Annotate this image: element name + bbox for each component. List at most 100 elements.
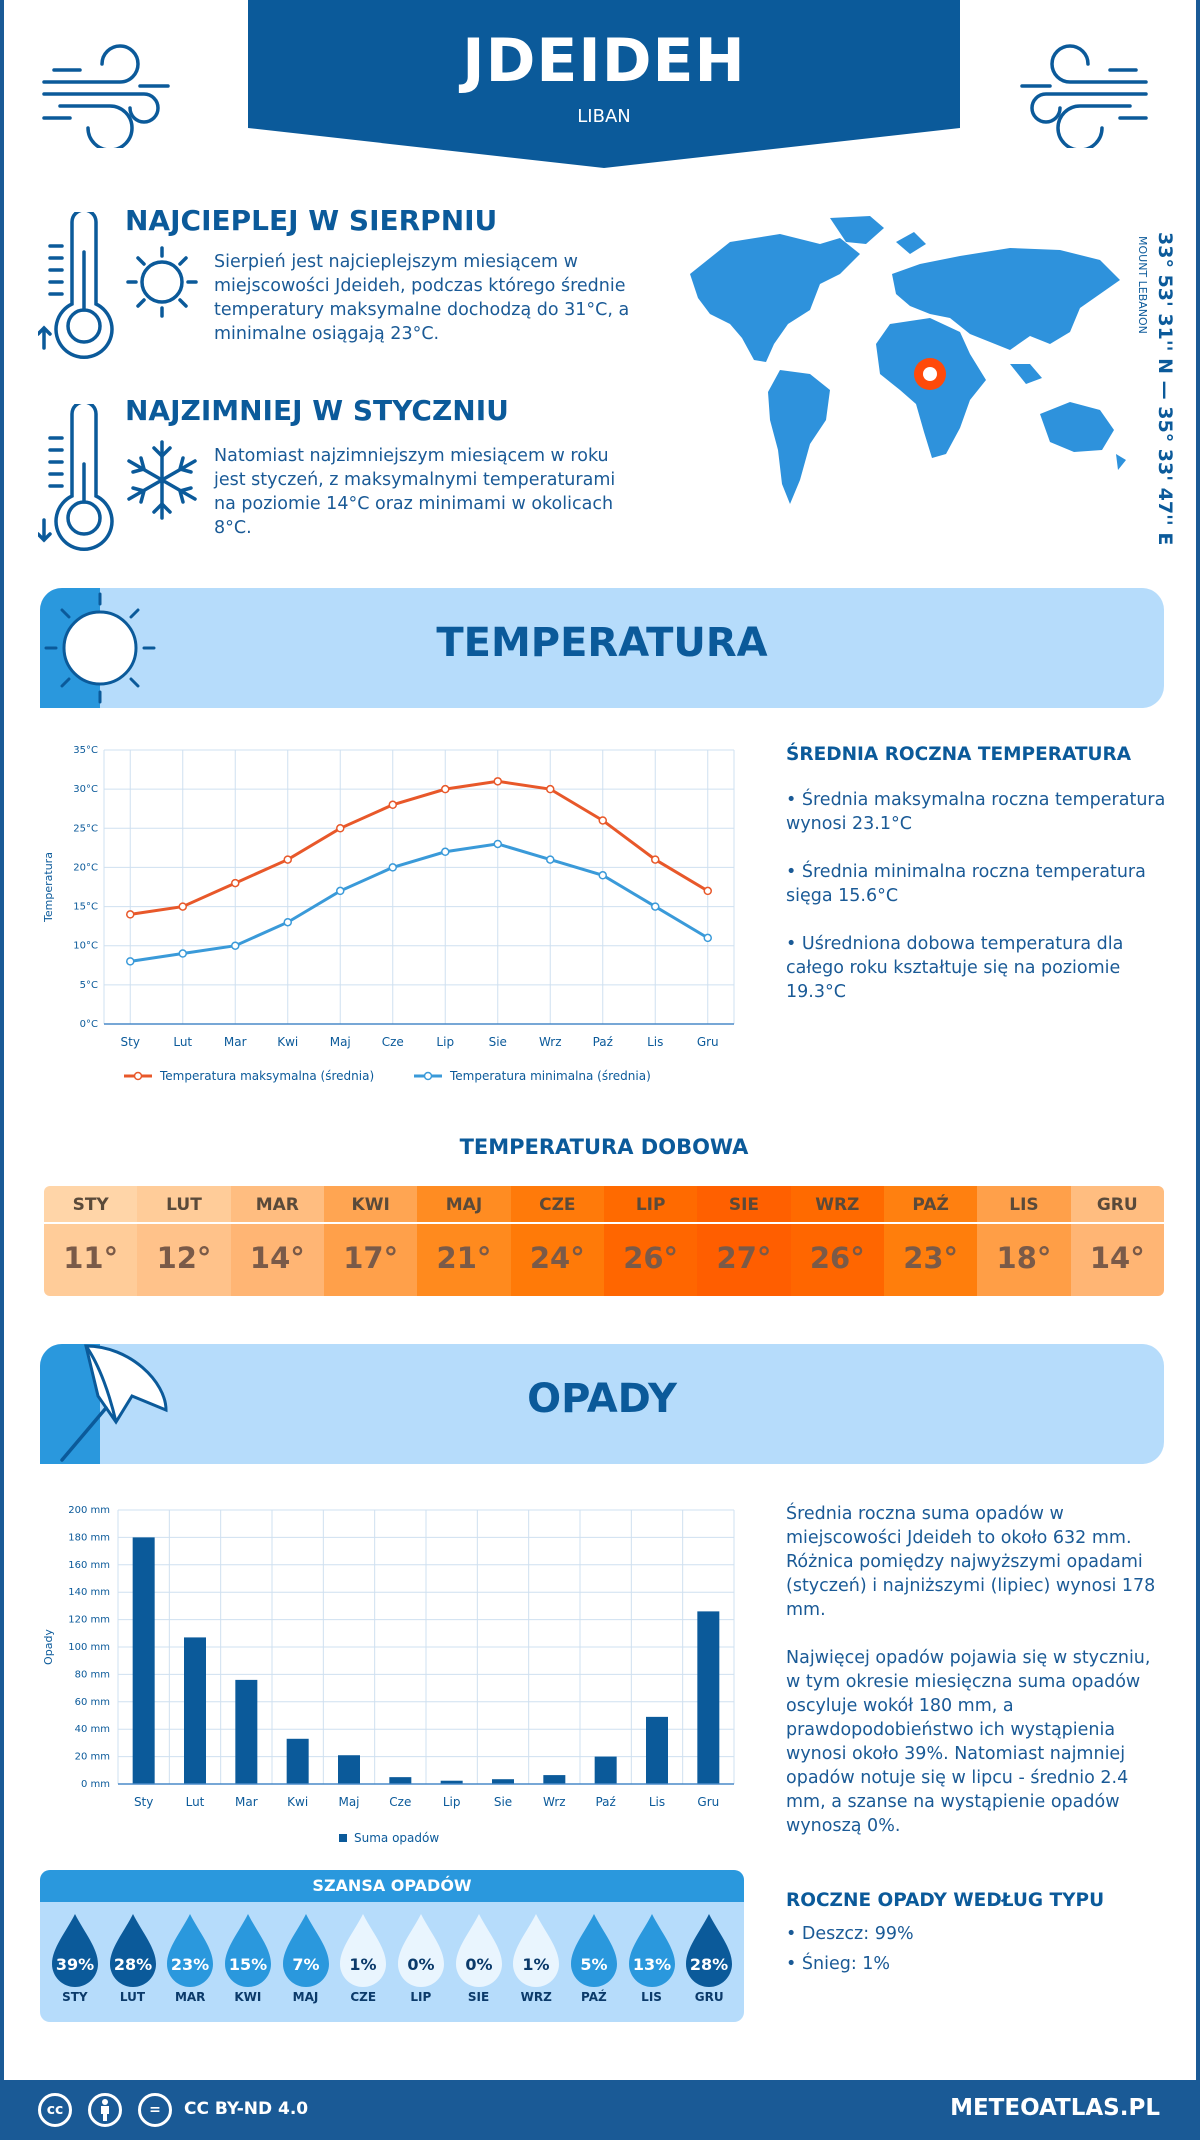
y-tick-label: 0 mm [81,1779,110,1790]
precipitation-chance-item: 23% MAR [161,1902,219,2004]
data-point [126,910,135,919]
raindrop-shape [397,1914,444,1987]
x-tick-label: Wrz [543,1795,566,1809]
daily-value: 21° [417,1224,511,1296]
world-map [690,216,1126,504]
x-tick-label: Sty [134,1795,153,1809]
temperature-bullet-avg: • Uśredniona dobowa temperatura dla całe… [786,934,1124,1002]
raindrop-icon: 15% [224,1914,271,1987]
data-point [231,878,240,888]
data-point [598,871,607,880]
y-tick-label: 80 mm [75,1669,110,1680]
page: JDEIDEH LIBAN NAJCIEPLEJ W SIERPNIU Sier… [4,0,1196,2080]
region-name: MOUNT LEBANON [1136,236,1149,334]
raindrop-shape [224,1914,271,1987]
header: JDEIDEH LIBAN [248,0,960,168]
data-point [283,917,292,927]
legend-label: Suma opadów [354,1831,439,1845]
data-point [598,816,607,825]
bar [594,1756,617,1784]
chance-month: LIP [410,1990,432,2004]
raindrop-shape [167,1914,214,1987]
raindrop-shape [570,1914,617,1987]
x-tick-label: Paź [593,1035,613,1049]
y-tick-label: 20 mm [75,1752,110,1763]
data-point [231,941,240,950]
y-tick-label: 120 mm [68,1615,110,1626]
bar [338,1755,360,1784]
raindrop-shape [282,1914,329,1987]
raindrop-icon: 28% [686,1914,733,1987]
raindrop-shape [628,1914,675,1987]
temperature-title: TEMPERATURA [436,620,768,666]
temperature-banner: TEMPERATURA [40,588,1164,708]
raindrop-icon: 5% [570,1914,617,1987]
series-line [130,842,709,963]
daily-value: 14° [1070,1224,1164,1296]
daily-month: PAŹ [883,1186,978,1224]
bar [286,1738,309,1784]
temperature-bullet-min: • Średnia minimalna roczna temperatura s… [786,862,1146,906]
precipitation-chance-panel: SZANSA OPADÓW 39% STY 28% LUT 23% MAR 15% KWI 7%… [40,1870,744,2022]
data-point [493,839,502,849]
y-tick-label: 20°C [73,862,98,873]
bar [440,1780,463,1784]
y-tick-label: 100 mm [68,1642,110,1653]
daily-temperature-cell: LIP 26° [603,1186,698,1296]
temperature-chart: 0°C 5°C 10°C 15°C 20°C 25°C 30°C 35°C Sty Lut Mar K… [42,745,735,1083]
daily-temperature-cell: KWI 17° [323,1186,418,1296]
chance-value: 1% [350,1955,377,1974]
country-name: LIBAN [577,106,631,127]
chance-value: 23% [171,1955,209,1974]
daily-month: LIS [977,1186,1071,1224]
precipitation-type-snow: • Śnieg: 1% [786,1954,891,1974]
daily-month: WRZ [790,1186,884,1224]
bar [184,1637,206,1784]
raindrop-shape [686,1914,733,1987]
daily-month: LIP [603,1186,698,1224]
coldest-title: NAJZIMNIEJ W STYCZNIU [125,394,509,427]
site-link[interactable]: METEOATLAS.PL [950,2095,1160,2121]
chance-month: WRZ [520,1990,552,2004]
x-tick-label: Lut [173,1035,192,1049]
precipitation-chance-item: 15% KWI [219,1902,277,2004]
chance-month: CZE [350,1990,377,2004]
daily-month: GRU [1070,1186,1164,1224]
daily-temperature-cell: WRZ 26° [790,1186,884,1296]
legend-label: Temperatura minimalna (średnia) [449,1069,651,1083]
legend-label: Temperatura maksymalna (średnia) [159,1069,374,1083]
precipitation-chance-item: 0% SIE [450,1902,508,2004]
raindrop-icon: 39% [51,1914,98,1987]
thermometer-snowflake-icon [38,404,197,551]
precipitation-chance-item: 28% GRU [680,1902,738,2004]
chance-value: 0% [465,1955,492,1974]
data-point [388,800,397,810]
raindrop-icon: 7% [282,1914,329,1987]
daily-value: 14° [230,1224,324,1296]
series-line [130,779,709,916]
x-tick-label: Sie [494,1795,512,1809]
chance-value: 1% [523,1955,550,1974]
bar [132,1537,155,1784]
x-tick-label: Lip [443,1795,461,1809]
x-tick-label: Kwi [287,1795,308,1809]
x-tick-label: Cze [389,1795,411,1809]
thermometer-sun-icon [38,212,198,359]
daily-value: 26° [790,1224,884,1296]
y-tick-label: 160 mm [68,1560,110,1571]
chance-month: LUT [119,1990,146,2004]
y-tick-label: 180 mm [68,1532,110,1543]
x-tick-label: Kwi [277,1035,298,1049]
bar [389,1777,412,1784]
precipitation-type-rain: • Deszcz: 99% [786,1924,914,1944]
daily-month: MAJ [417,1186,511,1224]
x-tick-label: Lis [649,1795,665,1809]
daily-value: 11° [44,1224,138,1296]
chance-value: 5% [580,1955,607,1974]
chance-month: SIE [467,1990,490,2004]
chance-month: MAJ [292,1990,319,2004]
precipitation-types-title: ROCZNE OPADY WEDŁUG TYPU [786,1890,1105,1911]
y-tick-label: 140 mm [68,1587,110,1598]
daily-temperature-cell: GRU 14° [1070,1186,1164,1296]
precipitation-title: OPADY [527,1376,677,1422]
